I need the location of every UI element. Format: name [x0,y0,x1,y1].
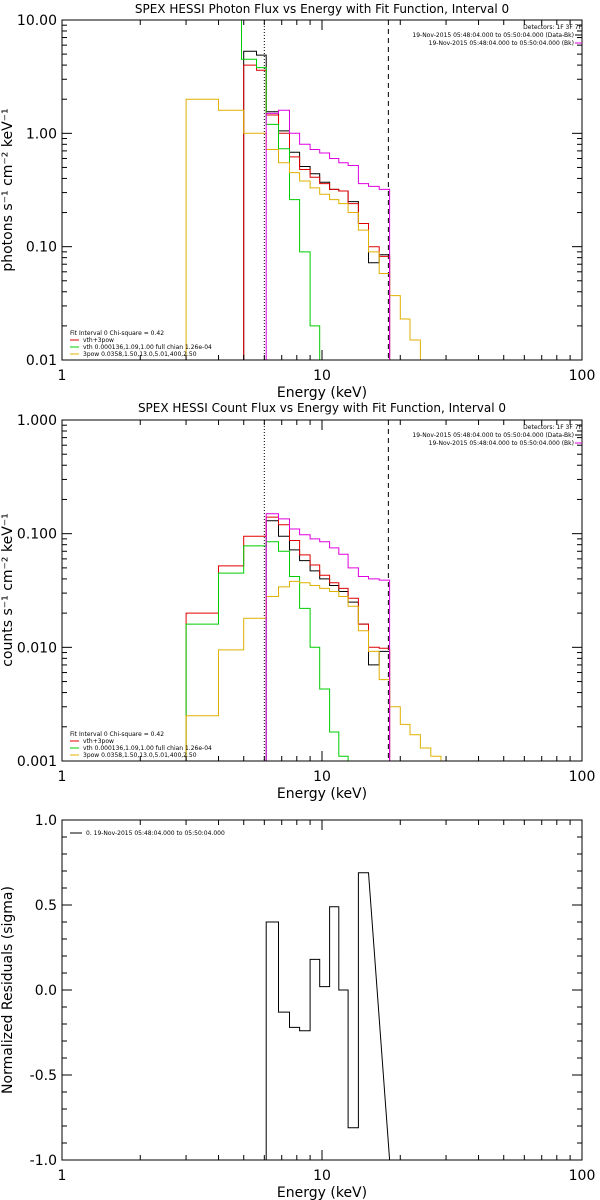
legend: Fit Interval 0 Chi-square = 0.42 vth+3po… [70,330,212,358]
y-tick-label: 1.0 [35,813,57,829]
legend-line: 0. 19-Nov-2015 05:48:04.000 to 05:50:04.… [86,830,225,837]
legend-line: vth+3pow [83,738,114,745]
spectrum-series [185,19,431,361]
legend-line: 3pow 0.0358,1.50,13.0,5.01,400,2.50 [83,752,197,759]
series-residuals [265,872,391,1161]
x-tick-label: 100 [569,1168,596,1184]
series-vth [185,541,349,761]
plot-frame [61,19,583,361]
panel-title: SPEX HESSI Photon Flux vs Energy with Fi… [135,2,509,16]
x-tick-label: 100 [569,368,596,384]
legend-line: vth+3pow [83,337,114,344]
legend-line: Fit Interval 0 Chi-square = 0.42 [70,731,164,738]
info-box: Detectors: 1F 3F 7F 19-Nov-2015 05:48:04… [412,424,582,447]
legend-line: Fit Interval 0 Chi-square = 0.42 [70,330,164,337]
residuals-panel: Energy (keV) Normalized Residuals (sigma… [0,813,595,1200]
y-tick-label: 1.00 [26,126,57,142]
axis-ticks: 1 10 100 0.001 0.010 0.100 1.000 [17,413,595,785]
info-line: 19-Nov-2015 05:48:04.000 to 05:50:04.000… [429,440,574,447]
x-tick-label: 1 [58,1168,67,1184]
vertical-markers [263,20,389,360]
y-tick-label: 0.5 [35,898,57,914]
legend-line: vth 0.000136,1.09,1.00 full chian 1.26e-… [83,344,212,351]
info-line: 19-Nov-2015 05:48:04.000 to 05:50:04.000… [412,32,574,39]
x-tick-label: 1 [58,769,67,785]
y-axis-label: photons s⁻¹ cm⁻² keV⁻¹ [0,108,16,271]
series-bk [265,513,391,761]
x-tick-label: 10 [313,769,331,785]
axis-ticks: 1 10 100 0.01 0.10 1.00 10.00 [17,13,595,384]
legend-line: 3pow 0.0358,1.50,13.0,5.01,400,2.50 [83,351,197,358]
y-tick-label: 0.01 [26,353,57,369]
vertical-markers [263,420,389,761]
series-vth [186,19,330,361]
y-tick-label: 0.100 [17,527,57,543]
photon-flux-panel: SPEX HESSI Photon Flux vs Energy with Fi… [0,2,595,401]
y-tick-label: -0.5 [30,1068,57,1084]
count-flux-panel: SPEX HESSI Count Flux vs Energy with Fit… [0,401,595,802]
y-tick-label: 0.10 [26,240,57,256]
x-tick-label: 1 [58,368,67,384]
y-tick-label: 10.00 [17,13,57,29]
plot-frame [61,419,583,762]
legend: 0. 19-Nov-2015 05:48:04.000 to 05:50:04.… [70,830,225,837]
axis-ticks: 1 10 100 -1.0 -0.5 0.0 0.5 1.0 [30,813,596,1184]
x-tick-label: 100 [569,769,596,785]
y-tick-label: 0.001 [17,754,57,770]
x-tick-label: 10 [313,1168,331,1184]
legend: Fit Interval 0 Chi-square = 0.42 vth+3po… [70,731,212,759]
series-data [265,520,391,761]
info-line: Detectors: 1F 3F 7F [523,424,582,431]
residual-series [265,872,391,1161]
series-pow [185,580,442,761]
x-axis-label: Energy (keV) [277,786,367,802]
info-line: 19-Nov-2015 05:48:04.000 to 05:50:04.000… [412,432,574,439]
x-axis-label: Energy (keV) [277,1185,367,1200]
info-line: Detectors: 1F 3F 7F [523,24,582,31]
y-tick-label: 0.0 [35,983,57,999]
y-tick-label: 0.010 [17,640,57,656]
x-tick-label: 10 [313,368,331,384]
info-line: 19-Nov-2015 05:48:04.000 to 05:50:04.000… [429,40,574,47]
series-total [243,64,391,360]
y-tick-label: 1.000 [17,413,57,429]
y-tick-label: -1.0 [30,1153,57,1169]
series-bk [265,109,391,360]
panel-title: SPEX HESSI Count Flux vs Energy with Fit… [138,401,506,415]
y-axis-label: counts s⁻¹ cm⁻² keV⁻¹ [0,513,16,667]
info-box: Detectors: 1F 3F 7F 19-Nov-2015 05:48:04… [412,24,582,47]
series-pow [185,98,431,361]
y-axis-label: Normalized Residuals (sigma) [0,886,16,1094]
legend-line: vth 0.000136,1.09,1.00 full chian 1.26e-… [83,745,212,752]
series-total [185,516,391,761]
spectrum-series [185,513,442,761]
plot-frame [61,819,583,1161]
x-axis-label: Energy (keV) [277,385,367,401]
series-data [243,50,391,360]
